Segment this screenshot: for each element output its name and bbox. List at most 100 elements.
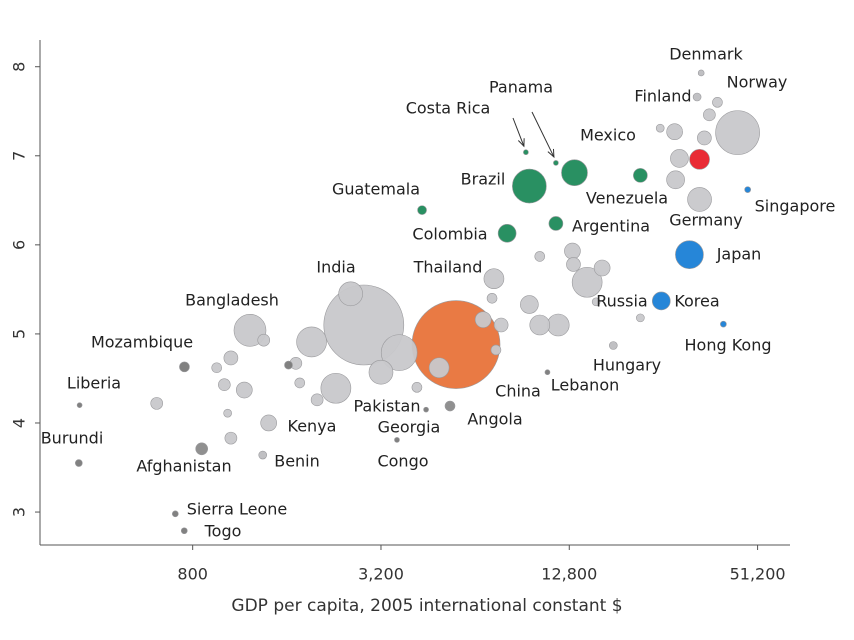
y-tick-label: 4: [10, 418, 29, 428]
point-label: Denmark: [669, 45, 743, 64]
bubble: [571, 266, 603, 298]
point-label: Argentina: [572, 217, 650, 236]
point-label: Kenya: [288, 417, 337, 436]
bubble: [720, 320, 727, 328]
bubble: [394, 437, 400, 443]
bubble: [712, 97, 723, 108]
point-label: China: [495, 382, 541, 401]
bubble: [218, 378, 231, 391]
bubble: [703, 108, 716, 122]
y-tick-label: 6: [10, 240, 29, 250]
bubble: [172, 510, 179, 518]
point-label: Burundi: [41, 429, 104, 448]
bubble: [744, 186, 751, 193]
bubble: [715, 110, 760, 155]
bubble: [338, 281, 363, 307]
bubble: [655, 123, 665, 133]
bubble: [497, 223, 517, 243]
bubble: [257, 333, 271, 347]
bubble: [294, 377, 306, 389]
point-label: Guatemala: [332, 180, 420, 199]
bubble: [483, 268, 505, 289]
bubble: [211, 362, 223, 374]
bubble: [236, 381, 253, 399]
bubble: [310, 393, 324, 407]
bubble: [593, 259, 611, 277]
bubble: [417, 205, 427, 215]
bubble: [591, 297, 601, 307]
point-label: Mozambique: [91, 333, 193, 352]
y-tick-label: 8: [10, 62, 29, 72]
point-label: Singapore: [755, 197, 836, 216]
y-tick-label: 3: [10, 507, 29, 517]
bubble: [260, 414, 277, 432]
point-label: Liberia: [67, 374, 121, 393]
y-tick-label: 7: [10, 151, 29, 161]
bubble: [444, 400, 456, 412]
arrow-head: [517, 138, 525, 148]
point-label: Lebanon: [551, 376, 620, 395]
point-label: Mexico: [580, 126, 636, 145]
point-label: Afghanistan: [136, 457, 231, 476]
point-label: Finland: [634, 87, 691, 106]
bubble: [490, 344, 502, 356]
point-label: Hungary: [593, 356, 661, 375]
x-tick-label: 12,800: [541, 565, 597, 584]
y-tick-label: 5: [10, 329, 29, 339]
bubble: [666, 170, 685, 190]
bubble: [609, 341, 618, 350]
bubble: [512, 168, 547, 204]
bubble: [564, 242, 581, 260]
bubble: [675, 240, 704, 269]
bubble: [223, 408, 232, 418]
bubble: [697, 69, 705, 77]
bubble: [561, 159, 588, 187]
bubbles: [75, 69, 760, 535]
bubble: [180, 527, 188, 535]
arrow: [512, 117, 525, 147]
bubble: [689, 149, 710, 170]
point-label: Pakistan: [354, 397, 421, 416]
bubble: [411, 382, 423, 393]
bubble: [76, 402, 83, 408]
bubble: [534, 251, 546, 262]
bubble: [544, 369, 551, 376]
bubble: [548, 216, 564, 231]
bubble: [474, 311, 492, 328]
x-axis-label: GDP per capita, 2005 international const…: [231, 596, 622, 616]
bubble: [692, 92, 702, 102]
bubble: [493, 317, 509, 333]
arrow-head: [547, 148, 555, 159]
bubble: [320, 372, 352, 404]
bubble: [296, 326, 327, 358]
point-label: Colombia: [412, 225, 487, 244]
bubble: [179, 361, 190, 373]
point-label: Panama: [489, 78, 553, 97]
bubble: [150, 397, 164, 410]
point-label: Japan: [716, 245, 762, 264]
bubble: [75, 459, 83, 467]
point-label: Sierra Leone: [187, 500, 287, 519]
bubble: [566, 257, 581, 272]
x-tick-label: 51,200: [730, 565, 786, 584]
bubble: [687, 187, 712, 212]
point-label: Russia: [596, 292, 647, 311]
bubble: [666, 123, 683, 141]
point-label: Togo: [204, 522, 242, 541]
x-tick-label: 3,200: [358, 565, 404, 584]
point-label: Angola: [467, 410, 522, 429]
bubble: [195, 442, 208, 456]
bubble: [520, 295, 539, 314]
point-label: Congo: [377, 452, 428, 471]
point-label: Benin: [274, 452, 320, 471]
point-label: Korea: [674, 292, 719, 311]
point-label: Bangladesh: [185, 291, 279, 310]
bubble: [258, 450, 268, 460]
x-tick-label: 800: [177, 565, 208, 584]
bubble: [523, 149, 529, 156]
point-label: Venezuela: [586, 189, 668, 208]
bubble: [697, 130, 712, 146]
bubble: [380, 334, 418, 371]
point-label: Georgia: [378, 418, 441, 437]
bubble: [486, 292, 498, 304]
